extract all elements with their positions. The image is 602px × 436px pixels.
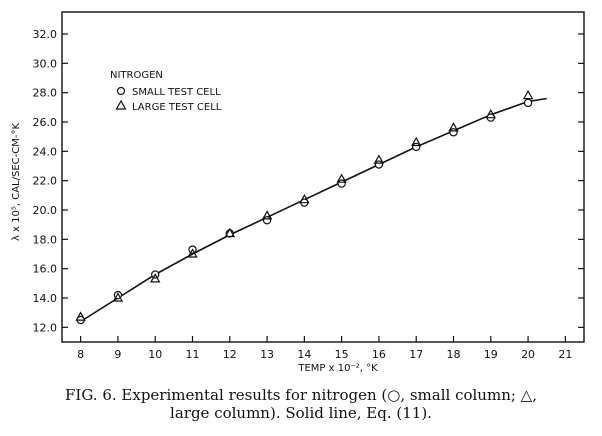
point-small-cell-18 bbox=[449, 128, 458, 137]
point-large-cell-13 bbox=[261, 210, 273, 220]
point-large-cell-12 bbox=[224, 227, 236, 238]
x-tick-label-18: 18 bbox=[447, 348, 461, 361]
point-small-cell-17 bbox=[412, 142, 421, 152]
x-tick-label-14: 14 bbox=[297, 348, 311, 361]
x-tick-label-8: 8 bbox=[77, 348, 84, 361]
x-tick-label-12: 12 bbox=[223, 348, 237, 361]
y-tick-label-32: 32.0 bbox=[33, 28, 58, 41]
point-large-cell-15 bbox=[336, 173, 347, 183]
y-tick-label-24: 24.0 bbox=[33, 145, 58, 158]
point-large-cell-18 bbox=[448, 122, 459, 132]
point-large-cell-16 bbox=[373, 154, 385, 164]
data-points bbox=[75, 89, 534, 325]
y-tick-label-30: 30.0 bbox=[33, 57, 58, 70]
y-tick-label-12: 12.0 bbox=[33, 321, 58, 334]
y-tick-label-14: 14.0 bbox=[33, 292, 58, 305]
point-small-cell-20 bbox=[523, 98, 533, 108]
point-large-cell-8 bbox=[75, 311, 86, 321]
legend-entry-small: SMALL TEST CELL bbox=[132, 87, 221, 98]
y-tick-label-20: 20.0 bbox=[33, 204, 58, 217]
y-tick-label-28: 28.0 bbox=[33, 87, 58, 100]
x-axis-title: TEMP x 10⁻², °K bbox=[297, 363, 378, 374]
legend-circle-marker bbox=[116, 86, 126, 96]
x-tick-label-21: 21 bbox=[558, 348, 572, 361]
legend-title: NITROGEN bbox=[110, 70, 163, 81]
x-tick-label-11: 11 bbox=[186, 348, 200, 361]
point-large-cell-17 bbox=[410, 136, 422, 147]
point-large-cell-10 bbox=[149, 273, 161, 283]
caption-line-2: large column). Solid line, Eq. (11). bbox=[170, 404, 432, 422]
fit-line-eq-11 bbox=[80, 97, 547, 323]
chart: 8 9 10 11 12 13 14 15 16 17 18 19 20 21 12.014.016.01… bbox=[11, 11, 585, 374]
x-axis-ticks: 8 9 10 11 12 13 14 15 16 17 18 19 20 21 bbox=[77, 336, 572, 361]
x-tick-label-17: 17 bbox=[409, 348, 423, 361]
x-tick-label-16: 16 bbox=[372, 348, 386, 361]
y-axis-ticks: 12.0 14.0 16.0 18.0 20.0 22.0 24.0 26.0 28.0 30.0… bbox=[33, 28, 584, 334]
y-axis-title: λ x 10⁵, CAL/SEC-CM-°K bbox=[11, 123, 22, 242]
figure-caption: FIG. 6. Experimental results for nitroge… bbox=[0, 386, 602, 422]
x-tick-label-20: 20 bbox=[521, 348, 535, 361]
y-tick-label-18: 18.0 bbox=[33, 233, 58, 246]
x-tick-label-10: 10 bbox=[148, 348, 162, 361]
point-small-cell-13 bbox=[262, 216, 272, 225]
point-large-cell-20 bbox=[522, 89, 534, 100]
y-tick-label-16: 16.0 bbox=[33, 263, 58, 276]
y-tick-label-26: 26.0 bbox=[33, 116, 58, 129]
caption-line-1: FIG. 6. Experimental results for nitroge… bbox=[65, 386, 537, 404]
legend-entry-large: LARGE TEST CELL bbox=[132, 102, 222, 113]
point-large-cell-19 bbox=[485, 108, 497, 119]
x-tick-label-13: 13 bbox=[260, 348, 274, 361]
legend: NITROGEN SMALL TEST CELL LARGE TEST CELL bbox=[110, 70, 222, 113]
plot-frame bbox=[61, 11, 585, 343]
point-large-cell-11 bbox=[187, 248, 198, 258]
point-large-cell-9 bbox=[112, 292, 124, 302]
point-large-cell-14 bbox=[299, 193, 310, 204]
legend-triangle-marker bbox=[115, 99, 127, 110]
point-small-cell-16 bbox=[374, 160, 384, 169]
x-tick-label-15: 15 bbox=[335, 348, 349, 361]
x-tick-label-19: 19 bbox=[484, 348, 498, 361]
x-tick-label-9: 9 bbox=[114, 348, 121, 361]
y-tick-label-22: 22.0 bbox=[33, 175, 58, 188]
point-small-cell-15 bbox=[337, 179, 346, 188]
